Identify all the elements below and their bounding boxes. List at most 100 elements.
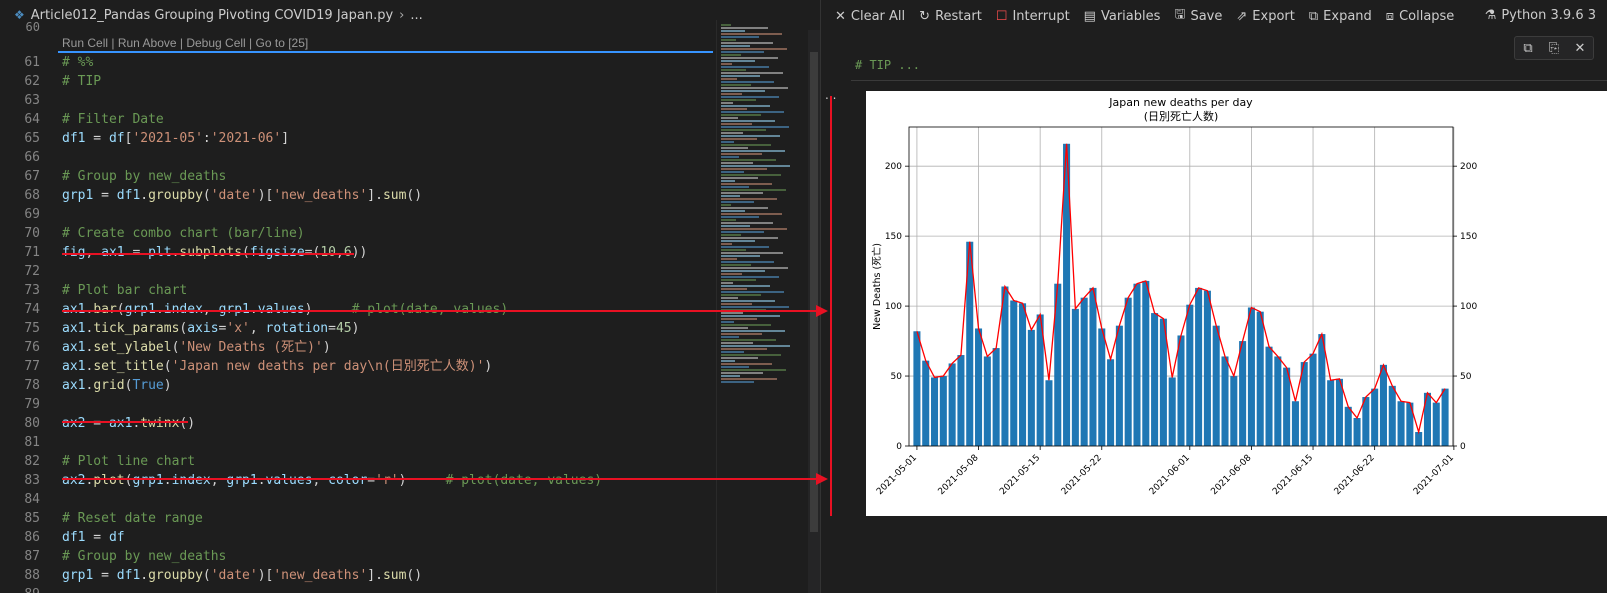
minimap-line (721, 228, 787, 230)
code-token: subplots (179, 245, 242, 260)
code-token: ax1 (62, 340, 86, 355)
output-more-icon[interactable]: ... (825, 88, 837, 102)
code-line[interactable]: 64 # Filter Date (0, 110, 715, 129)
code-line[interactable]: 70 # Create combo chart (bar/line) (0, 224, 715, 243)
code-line[interactable]: 87 # Group by new_deaths (0, 547, 715, 566)
annotation-arrow-bar-icon (816, 305, 828, 317)
code-token: # TIP (62, 74, 102, 89)
code-line[interactable]: 74ax1.bar(grp1.index, grp1.values) # plo… (0, 300, 715, 319)
breadcrumb[interactable]: ... (410, 7, 423, 23)
minimap-line (721, 363, 772, 365)
y-tick-label-left: 100 (885, 302, 902, 312)
minimap-line (721, 303, 752, 305)
variables-button[interactable]: ▤ Variables (1083, 8, 1161, 24)
minimap-line (721, 351, 744, 353)
minimap-line (721, 195, 740, 197)
code-line[interactable]: 77 ax1.set_title('Japan new deaths per da… (0, 357, 715, 376)
annotation-arrow-plot-icon (816, 473, 828, 485)
minimap-line (721, 177, 758, 179)
code-line[interactable]: 71fig, ax1 = plt.subplots(figsize=(10,6)… (0, 243, 715, 262)
chart-bar (1177, 335, 1185, 446)
interrupt-button[interactable]: ☐ Interrupt (995, 8, 1070, 24)
run-above-link[interactable]: Run Above (117, 36, 177, 50)
code-token: # Plot line chart (62, 454, 196, 469)
restart-button[interactable]: ↻ Restart (919, 8, 982, 24)
export-button[interactable]: ⇗ Export (1236, 8, 1295, 24)
code-line[interactable]: 63 (0, 91, 715, 110)
code-token: 'Japan new deaths per day\n(日別死亡人数)' (171, 359, 485, 374)
code-line[interactable]: 82 # Plot line chart (0, 452, 715, 471)
minimap[interactable] (716, 20, 809, 593)
chart-bar (1406, 402, 1414, 446)
code-token: = (93, 188, 117, 203)
code-line[interactable]: 89 (0, 585, 715, 593)
chart-bar (1327, 380, 1335, 446)
minimap-line (721, 333, 762, 335)
chart-bar (1045, 380, 1053, 446)
code-line[interactable]: 84 (0, 490, 715, 509)
editor-tab-filename[interactable]: Article012_Pandas Grouping Pivoting COVI… (30, 7, 394, 23)
code-line[interactable]: 85 # Reset date range (0, 509, 715, 528)
code-token: . (250, 302, 258, 317)
code-line[interactable]: 86 df1 = df (0, 528, 715, 547)
code-line[interactable]: 69 (0, 205, 715, 224)
chart-bar (1036, 314, 1044, 446)
annotation-line-bar (62, 310, 822, 312)
code-line[interactable]: 72 (0, 262, 715, 281)
paste-to-editor-icon[interactable]: ⎘ (1548, 40, 1560, 56)
code-token: ax1 (62, 321, 86, 336)
code-editor[interactable]: ❖ Article012_Pandas Grouping Pivoting CO… (0, 0, 820, 593)
code-line[interactable]: 68 grp1 = df1.groupby('date')['new_deaths… (0, 186, 715, 205)
code-line[interactable]: 75 ax1.tick_params(axis='x', rotation=45) (0, 319, 715, 338)
code-line[interactable]: 67 # Group by new_deaths (0, 167, 715, 186)
minimap-line (721, 48, 787, 50)
code-token: )) (351, 245, 368, 260)
code-text: df1 = df['2021-05':'2021-06'] (62, 129, 289, 148)
debug-cell-link[interactable]: Debug Cell (186, 36, 246, 50)
code-line[interactable]: 62 # TIP (0, 72, 715, 91)
minimap-line (721, 60, 755, 62)
chart-bar (1335, 378, 1343, 446)
delete-cell-icon[interactable]: ✕ (1574, 40, 1586, 56)
collapse-button[interactable]: ⧈ Collapse (1385, 8, 1455, 24)
line-number: 88 (24, 568, 40, 583)
code-line[interactable]: 76 ax1.set_ylabel('New Deaths (死亡)') (0, 338, 715, 357)
code-lines[interactable]: 61 # %% 62 # TIP 63 64 # Filter Date 65 df1 = df… (0, 53, 715, 593)
save-button[interactable]: 🖫 Save (1174, 5, 1222, 27)
cell-source-preview[interactable]: # TIP ... (855, 58, 921, 72)
code-text: grp1 = df1.groupby('date')['new_deaths']… (62, 566, 422, 585)
chart-bar (1247, 307, 1255, 446)
code-text: ax1.grid(True) (62, 376, 172, 395)
code-line[interactable]: 73 # Plot bar chart (0, 281, 715, 300)
run-cell-link[interactable]: Run Cell (62, 36, 109, 50)
annotation-underline-figsize (62, 253, 354, 255)
code-line[interactable]: 79 (0, 395, 715, 414)
kernel-picker[interactable]: ⚗ Python 3.9.6 3 (1484, 8, 1596, 23)
code-token: 45 (335, 321, 352, 336)
minimap-line (721, 30, 745, 32)
code-line[interactable]: 83 ax2.plot(grp1.index, grp1.values, colo… (0, 471, 715, 490)
code-line[interactable]: 80 ax2 = ax1.twinx() (0, 414, 715, 433)
y-tick-label-right: 100 (1460, 302, 1477, 312)
code-token: set_ylabel (93, 340, 172, 355)
code-line[interactable]: 81 (0, 433, 715, 452)
goto-cell-link[interactable]: Go to [25] (255, 36, 309, 50)
code-line[interactable]: 66 (0, 148, 715, 167)
code-token: . (172, 245, 180, 260)
close-icon: ✕ (835, 8, 846, 24)
expand-button[interactable]: ⧉ Expand (1308, 8, 1372, 24)
minimap-line (721, 249, 746, 251)
code-token: # Plot bar chart (62, 283, 188, 298)
code-line[interactable]: 61 # %% (0, 53, 715, 72)
line-number: 64 (24, 112, 40, 127)
clear-all-button[interactable]: ✕ Clear All (835, 8, 906, 24)
minimap-line (721, 27, 768, 29)
code-line[interactable]: 78 ax1.grid(True) (0, 376, 715, 395)
copy-icon[interactable]: ⧉ (1523, 40, 1533, 56)
code-line[interactable]: 65 df1 = df['2021-05':'2021-06'] (0, 129, 715, 148)
chart-bar (1371, 388, 1379, 446)
editor-scrollbar-thumb[interactable] (810, 52, 818, 532)
code-line[interactable]: 88 grp1 = df1.groupby('date')['new_deaths… (0, 566, 715, 585)
code-text: ax1.tick_params(axis='x', rotation=45) (62, 319, 359, 338)
code-token: # plot(date, values) (406, 473, 603, 488)
